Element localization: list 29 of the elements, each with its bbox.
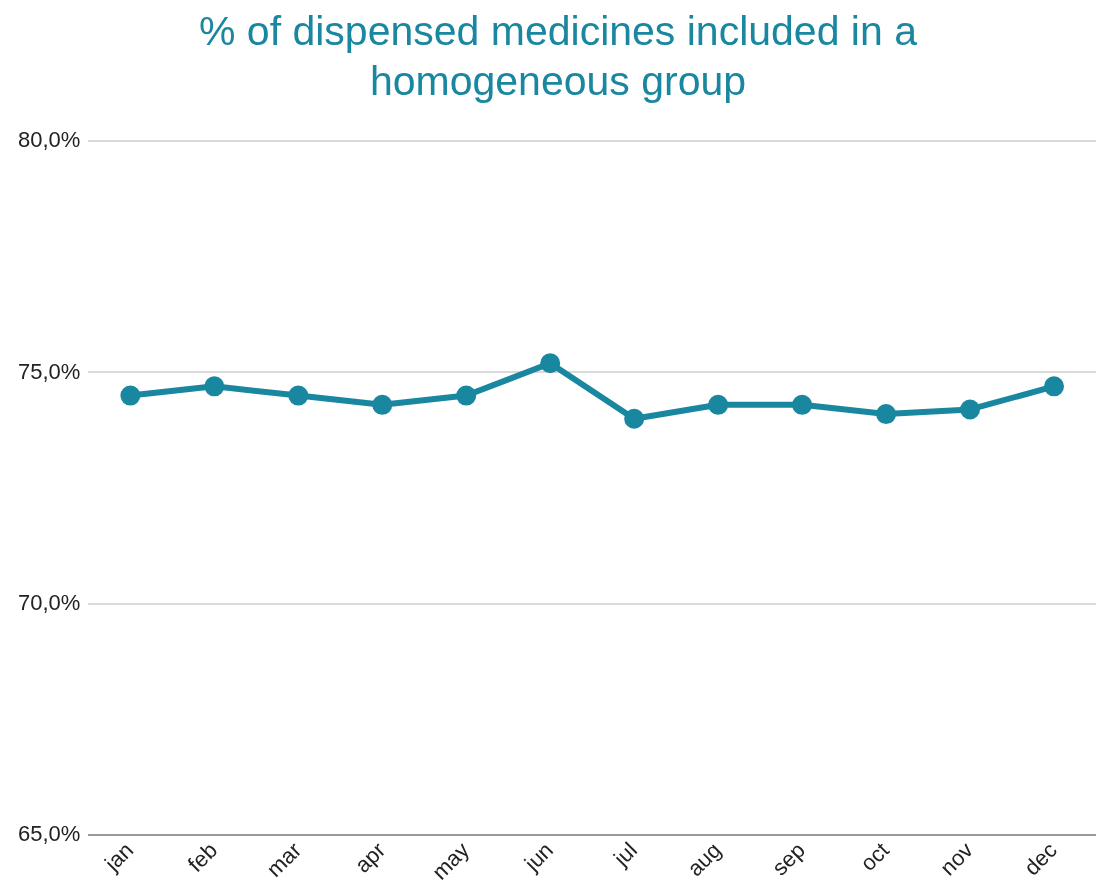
y-tick-label: 75,0%	[17, 358, 81, 384]
x-tick-label: may	[426, 837, 475, 885]
x-tick-label: jul	[608, 837, 642, 872]
point	[1044, 376, 1065, 397]
x-tick-label: mar	[261, 837, 307, 882]
point	[876, 404, 897, 425]
y-tick-label: 80,0%	[17, 127, 81, 153]
point	[624, 408, 645, 429]
y-tick-label: 65,0%	[17, 821, 81, 847]
point	[540, 353, 561, 374]
x-tick-label: feb	[182, 837, 223, 877]
x-tick-label: jun	[518, 837, 559, 877]
x-tick-label: jan	[99, 837, 139, 877]
x-tick-label: nov	[935, 837, 978, 881]
point	[960, 399, 981, 420]
y-tick-label: 70,0%	[17, 589, 81, 615]
point	[288, 385, 309, 406]
x-tick-label: oct	[855, 837, 894, 876]
x-tick-label: apr	[349, 837, 391, 878]
point	[120, 385, 141, 406]
x-tick-label: sep	[767, 837, 810, 881]
point	[204, 376, 225, 397]
point	[372, 394, 393, 415]
point	[456, 385, 477, 406]
x-tick-label: aug	[682, 837, 726, 882]
chart-title: % of dispensed medicines included in a homogeneous group	[198, 7, 918, 106]
point	[792, 394, 813, 415]
x-tick-label: dec	[1019, 837, 1062, 881]
point	[708, 394, 729, 415]
